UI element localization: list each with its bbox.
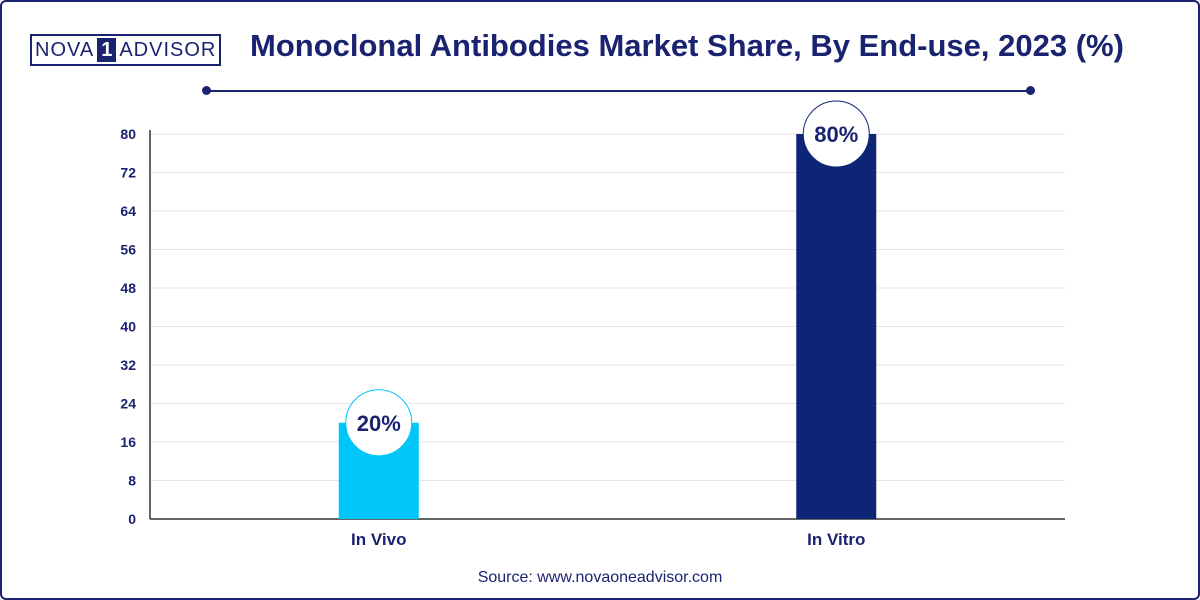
y-tick-label: 64 [120, 203, 136, 219]
source-note: Source: www.novaoneadvisor.com [477, 569, 723, 586]
y-tick-label: 0 [128, 511, 136, 527]
y-tick-label: 80 [120, 126, 136, 142]
logo-text-right: ADVISOR [119, 39, 217, 61]
data-label: 80% [814, 122, 858, 147]
y-tick-label: 8 [128, 473, 136, 489]
y-tick-label: 24 [120, 396, 136, 412]
y-tick-label: 48 [120, 280, 136, 296]
x-tick-label: In Vivo [351, 530, 406, 549]
y-tick-label: 32 [120, 357, 136, 373]
logo-text-left: NOVA [35, 39, 95, 61]
title-underline-dot-right [1026, 86, 1035, 95]
chart-title: Monoclonal Antibodies Market Share, By E… [250, 28, 1124, 63]
brand-logo: NOVA 1 ADVISOR [30, 34, 222, 66]
y-tick-label: 56 [120, 242, 136, 258]
bar-in-vitro [796, 134, 877, 519]
y-tick-label: 16 [120, 434, 136, 450]
title-underline-dot-left [202, 86, 211, 95]
x-tick-label: In Vitro [807, 530, 865, 549]
data-label-bubble [345, 389, 413, 457]
y-tick-label: 72 [120, 165, 136, 181]
data-label: 20% [357, 411, 401, 436]
data-label-bubble [802, 100, 870, 168]
logo-text-mid: 1 [97, 38, 117, 62]
y-tick-label: 40 [120, 319, 136, 335]
title-underline [207, 90, 1031, 92]
